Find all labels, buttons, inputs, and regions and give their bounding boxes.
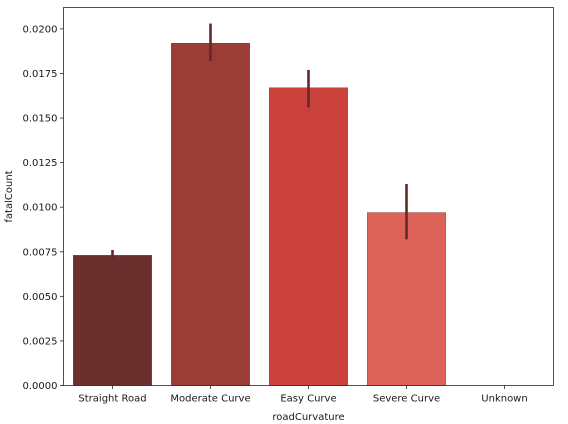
y-tick-label: 0.0200 (23, 24, 58, 35)
y-tick-label: 0.0000 (23, 381, 58, 392)
x-axis: Straight Road Moderate Curve Easy Curve Sev… (78, 386, 527, 405)
y-tick-label: 0.0175 (23, 69, 58, 80)
x-tick-label: Easy Curve (280, 394, 336, 405)
y-tick-label: 0.0025 (23, 336, 58, 347)
y-tick-label: 0.0050 (23, 292, 58, 303)
y-tick-label: 0.0075 (23, 247, 58, 258)
y-axis-title: fatalCount (4, 170, 15, 222)
x-tick-label: Moderate Curve (170, 394, 250, 405)
y-tick-label: 0.0100 (23, 203, 58, 214)
y-tick-label: 0.0125 (23, 158, 58, 169)
x-tick-label: Severe Curve (373, 394, 440, 405)
x-tick-label: Unknown (481, 394, 527, 405)
y-axis: 0.0000 0.0025 0.0050 0.0075 0.0100 0.0125 0.01… (23, 24, 64, 392)
x-axis-title: roadCurvature (272, 412, 344, 423)
bar (269, 88, 347, 386)
y-tick-label: 0.0150 (23, 114, 58, 125)
x-tick-label: Straight Road (78, 394, 146, 405)
bar (73, 255, 151, 385)
bar (171, 43, 249, 385)
